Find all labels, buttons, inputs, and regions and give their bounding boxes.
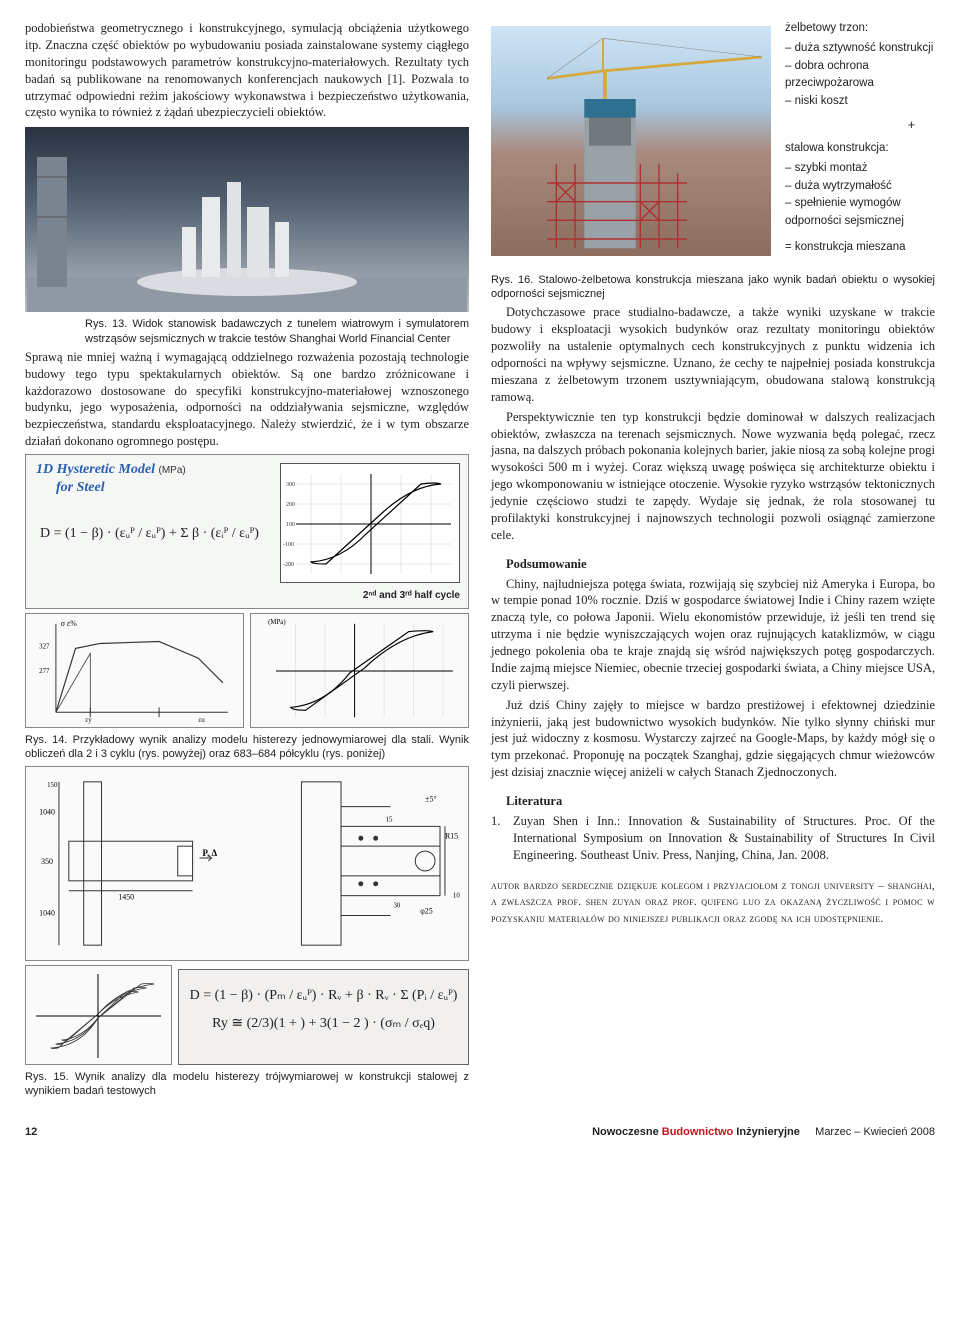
side-lists: żelbetowy trzon: duża sztywność konstruk…	[785, 20, 935, 263]
brand-red: Budownictwo	[662, 1126, 737, 1138]
hyst-3d-plot	[25, 965, 172, 1065]
list-lead: żelbetowy trzon:	[785, 20, 935, 38]
section-head-lit: Literatura	[491, 793, 935, 810]
svg-text:100: 100	[286, 522, 295, 528]
hyst-plot: 300 200 100 -100 -200	[280, 463, 460, 583]
chart-title: 1D Hysteretic Model (MPa) for Steel	[36, 461, 186, 497]
chart-title-line: for Steel	[36, 480, 105, 495]
fig-caption-13: Rys. 13. Widok stanowisk badawczych z tu…	[85, 317, 469, 346]
para: podobieństwa geometrycznego i konstrukcy…	[25, 20, 469, 121]
svg-text:εy: εy	[85, 717, 92, 724]
wind-tunnel-icon	[25, 127, 469, 312]
steel-list: stalowa konstrukcja: szybki montaż duża …	[785, 140, 935, 231]
diag-stress-strain-right: (MPa)	[250, 613, 469, 728]
brand-pre: Nowoczesne	[592, 1126, 662, 1138]
chart-formula: D = (1 − β) · (εᵤᴾ / εᵤᴾ) + Σ β · (εᵢᴾ /…	[40, 525, 259, 544]
photo-wind-tunnel	[25, 127, 469, 312]
chart-title-line: 1D Hysteretic Model	[36, 462, 155, 477]
formula-box: D = (1 − β) · (Pₘ / εᵤᴾ) · Rᵥ + β · Rᵥ ·…	[178, 969, 469, 1065]
hysteretic-chart: 1D Hysteretic Model (MPa) for Steel D = …	[25, 454, 469, 609]
issue: Marzec – Kwiecień 2008	[815, 1126, 935, 1138]
diag-row: σ ε% εy εu 327 277	[25, 613, 469, 728]
svg-text:1040: 1040	[39, 908, 55, 917]
svg-text:-100: -100	[283, 542, 294, 548]
svg-text:-200: -200	[283, 562, 294, 568]
formula-d: D = (1 − β) · (Pₘ / εᵤᴾ) · Rᵥ + β · Rᵥ ·…	[187, 982, 460, 1010]
svg-text:200: 200	[286, 502, 295, 508]
svg-text:1450: 1450	[118, 892, 134, 901]
page-number: 12	[25, 1125, 37, 1140]
list-item: niski koszt	[785, 93, 935, 111]
list-item: szybki montaż	[785, 160, 935, 178]
svg-text:±5°: ±5°	[425, 794, 436, 803]
svg-text:10: 10	[453, 892, 460, 899]
lit-text: Zuyan Shen i Inn.: Innovation & Sustaina…	[513, 813, 935, 864]
steel-connection-detail: 1040 350 1040 150 1450 P, Δ	[25, 766, 469, 961]
brand-post: Inżynieryjne	[736, 1126, 800, 1138]
equals-line: = konstrukcja mieszana	[785, 239, 935, 257]
list-item: dobra ochrona przeciwpożarowa	[785, 58, 935, 94]
svg-text:150: 150	[47, 781, 58, 788]
svg-text:1040: 1040	[39, 807, 55, 816]
para: Już dziś Chiny zajęły to miejsce w bardz…	[491, 697, 935, 781]
right-column: żelbetowy trzon: duża sztywność konstruk…	[491, 20, 935, 1101]
fig-caption-16: Rys. 16. Stalowo-żelbetowa konstrukcja m…	[491, 273, 935, 302]
left-column: podobieństwa geometrycznego i konstrukcy…	[25, 20, 469, 1101]
formula-ry: Ry ≅ (2/3)(1 + ) + 3(1 − 2 ) · (σₘ / σₑq…	[187, 1010, 460, 1038]
section-head-summary: Podsumowanie	[491, 556, 935, 573]
list-item: spełnienie wymogów odporności sejsmiczne…	[785, 195, 935, 231]
plus-sign: +	[785, 117, 915, 134]
rc-list: żelbetowy trzon: duża sztywność konstruk…	[785, 20, 935, 111]
acknowledgement: autor bardzo serdecznie dziękuje kolegom…	[491, 878, 935, 928]
formula-row: D = (1 − β) · (Pₘ / εᵤᴾ) · Rᵥ + β · Rᵥ ·…	[25, 965, 469, 1065]
svg-text:300: 300	[286, 482, 295, 488]
list-item: duża wytrzymałość	[785, 178, 935, 196]
diag-stress-strain-left: σ ε% εy εu 327 277	[25, 613, 244, 728]
list-lead: stalowa konstrukcja:	[785, 140, 935, 158]
fig-caption-14: Rys. 14. Przykładowy wynik analizy model…	[25, 733, 469, 762]
page-footer: 12 Nowoczesne Budownictwo Inżynieryjne M…	[25, 1119, 935, 1140]
top-right-row: żelbetowy trzon: duża sztywność konstruk…	[491, 20, 935, 263]
lit-item: 1. Zuyan Shen i Inn.: Innovation & Susta…	[491, 813, 935, 864]
svg-text:30: 30	[393, 902, 400, 909]
svg-text:327: 327	[39, 643, 50, 650]
para: Perspektywicznie ten typ konstrukcji będ…	[491, 409, 935, 544]
svg-text:350: 350	[41, 857, 53, 866]
footer-brand: Nowoczesne Budownictwo Inżynieryjne Marz…	[592, 1125, 935, 1140]
para: Chiny, najludniejsza potęga świata, rozw…	[491, 576, 935, 694]
chart-subcaption: 2ⁿᵈ and 3ʳᵈ half cycle	[363, 589, 460, 603]
svg-text:15: 15	[386, 816, 393, 823]
fig-caption-15: Rys. 15. Wynik analizy dla modelu hister…	[25, 1070, 469, 1099]
svg-text:277: 277	[39, 668, 50, 675]
svg-text:(MPa): (MPa)	[268, 619, 286, 626]
lit-num: 1.	[491, 813, 513, 864]
svg-text:R15: R15	[445, 831, 458, 840]
list-item: duża sztywność konstrukcji	[785, 40, 935, 58]
para: Sprawą nie mniej ważną i wymagającą oddz…	[25, 349, 469, 450]
svg-text:εu: εu	[198, 717, 205, 724]
page: podobieństwa geometrycznego i konstrukcy…	[25, 20, 935, 1101]
svg-text:φ25: φ25	[420, 906, 433, 915]
para: Dotychczasowe prace studialno-badawcze, …	[491, 304, 935, 405]
svg-text:σ ε%: σ ε%	[61, 619, 78, 628]
photo-construction-site	[491, 26, 771, 256]
